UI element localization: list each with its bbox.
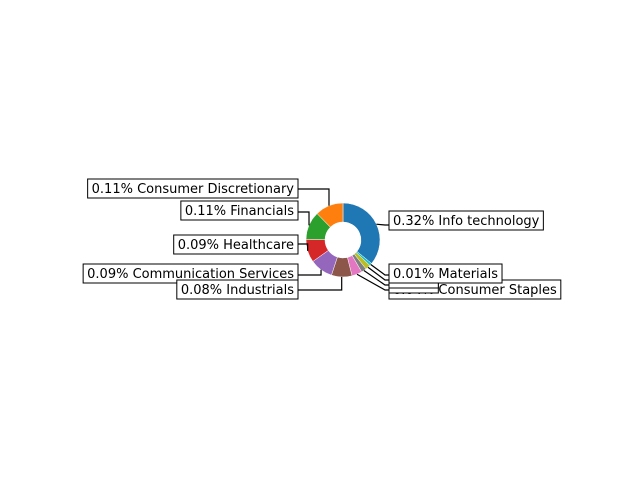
donut-slice	[316, 202, 344, 228]
slice-label: 0.32% Info technology	[388, 210, 544, 231]
leader-line	[298, 276, 343, 291]
slice-label-box	[388, 210, 544, 231]
slice-label-box	[180, 200, 299, 221]
slice-label-text: 0.11% Consumer Discretionary	[92, 182, 295, 197]
slice-label-text: 0.32% Info technology	[393, 214, 540, 229]
leader-line	[367, 266, 389, 281]
slice-label-text: 0.01% Materials	[393, 267, 498, 282]
leader-line	[363, 270, 389, 286]
slice-label: 0.09% Communication Services	[82, 263, 299, 284]
leader-line	[298, 188, 330, 206]
slice-label-box	[173, 234, 299, 255]
leader-line	[298, 243, 309, 251]
slice-label: 0.09% Healthcare	[173, 234, 299, 255]
donut-slice	[342, 202, 381, 264]
leader-line	[356, 273, 389, 291]
slice-label-box	[176, 279, 299, 300]
slice-label: 0.08% Industrials	[176, 279, 299, 300]
slice-label: 0.11% Financials	[180, 200, 299, 221]
leader-line	[376, 223, 389, 226]
slice-label-text: 0.11% Financials	[185, 204, 294, 219]
slice-label-text: 0.08% Industrials	[181, 283, 294, 298]
slice-label-box	[87, 178, 299, 199]
slice-label-text: 0.09% Healthcare	[178, 238, 294, 253]
leader-lines	[298, 188, 389, 291]
leader-line	[298, 269, 322, 276]
slice-label-text: 0.09% Communication Services	[87, 267, 294, 282]
leader-line	[298, 211, 310, 226]
slice-label: 0.11% Consumer Discretionary	[87, 178, 299, 199]
donut-slices	[305, 202, 381, 278]
leader-line	[370, 264, 389, 276]
slice-label-box	[388, 263, 503, 284]
slice-label: 0.01% Materials	[388, 263, 503, 284]
slice-labels: 0.11% Consumer Discretionary 0.11% Financ…	[82, 178, 562, 300]
